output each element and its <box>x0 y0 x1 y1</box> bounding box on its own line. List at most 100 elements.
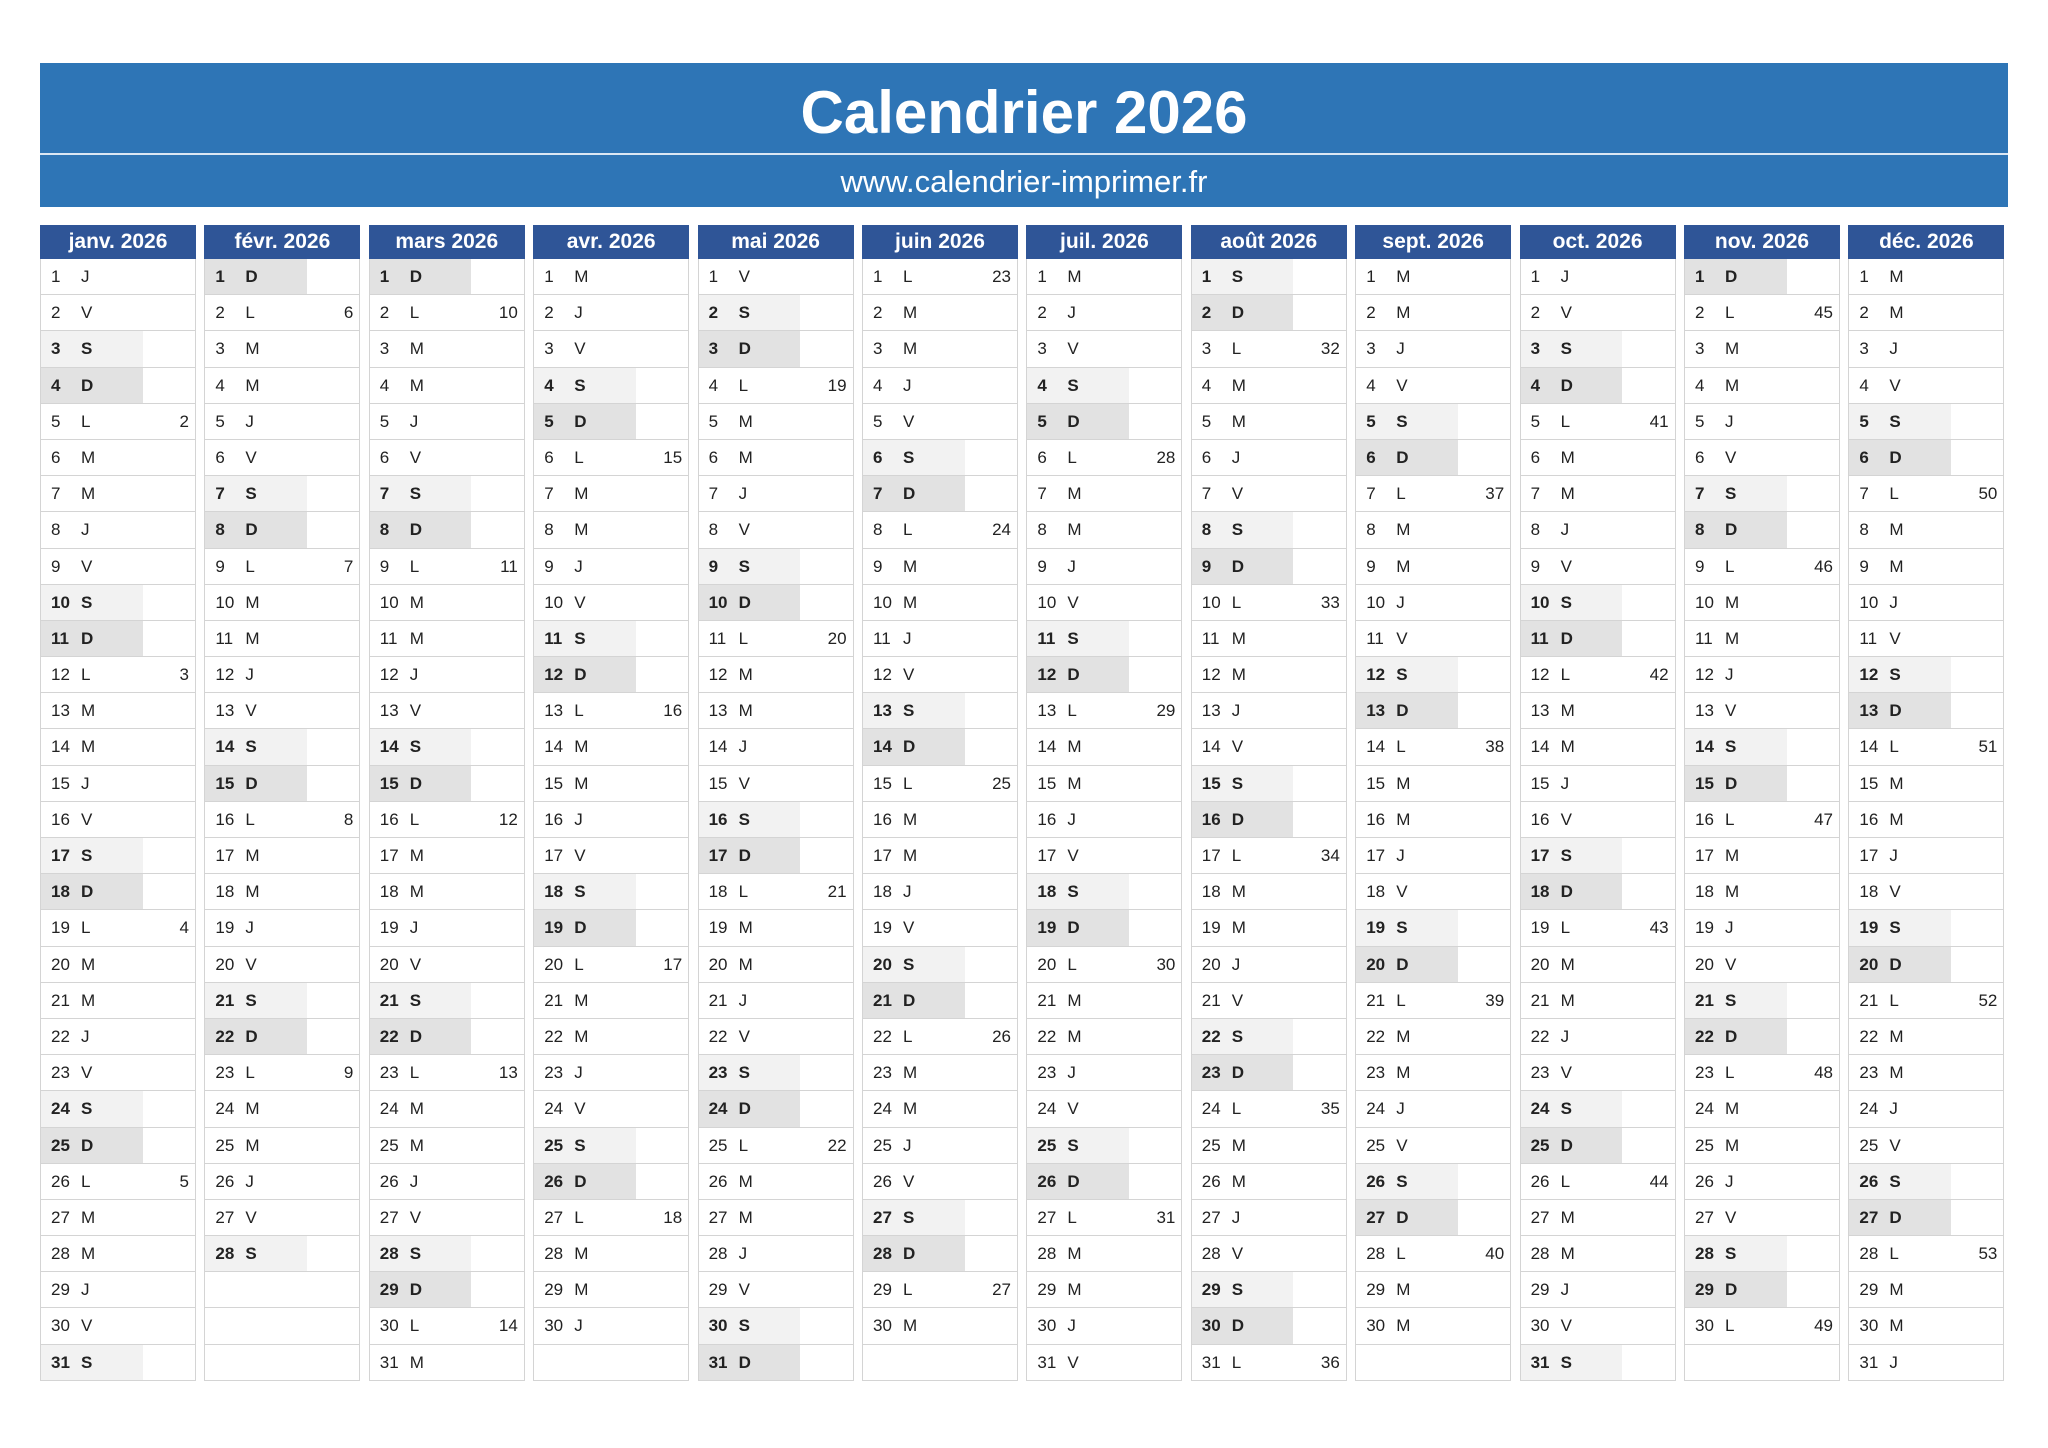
day-number: 24 <box>1695 1099 1714 1119</box>
day-number: 8 <box>873 520 883 540</box>
day-number: 10 <box>1859 592 1879 612</box>
day-number: 10 <box>1530 592 1550 612</box>
day-row: 25 V <box>1355 1127 1512 1164</box>
day-number: 20 <box>1201 954 1221 974</box>
day-row: 10 J <box>1355 584 1512 621</box>
weekday-letter: S <box>738 556 750 576</box>
month-header: juin 2026 <box>862 225 1018 259</box>
url: www.calendrier-imprimer.fr <box>840 164 1208 199</box>
weekday-letter: L <box>903 773 913 793</box>
day-number: 3 <box>215 339 225 359</box>
weekday-letter: D <box>903 990 916 1010</box>
day-number: 26 <box>1366 1171 1386 1191</box>
day-row: 13 D <box>1355 693 1512 730</box>
day-number: 13 <box>1859 701 1879 721</box>
day-number: 17 <box>544 846 564 865</box>
day-row: 11 L 20 <box>697 620 854 658</box>
weekday-letter: V <box>1560 556 1572 576</box>
day-number: 17 <box>1859 846 1879 865</box>
day-number: 26 <box>51 1171 70 1191</box>
day-number: 4 <box>379 375 390 395</box>
weekend-shade <box>369 1272 472 1308</box>
day-row: 17 M <box>368 838 525 875</box>
weekend-shade <box>698 584 801 620</box>
day-row: 20 D <box>1355 946 1512 983</box>
weekend-shade <box>1356 910 1458 946</box>
day-row: 25 S <box>1026 1127 1183 1164</box>
day-number: 19 <box>873 918 892 938</box>
day-number: 6 <box>1366 447 1376 467</box>
day-number: 30 <box>379 1316 399 1336</box>
day-row: 16 M <box>1355 801 1512 838</box>
title: Calendrier 2026 <box>800 79 1248 146</box>
weekday-letter: V <box>1889 1135 1901 1155</box>
weekday-letter: S <box>1889 1171 1901 1191</box>
day-number: 24 <box>1037 1099 1057 1119</box>
day-row: 17 M <box>862 838 1018 875</box>
day-number: 23 <box>1530 1063 1550 1083</box>
day-row: 21 S <box>204 982 361 1019</box>
day-row: 18 V <box>1355 874 1512 911</box>
weekday-letter: D <box>1396 954 1409 974</box>
day-number: 11 <box>51 628 69 648</box>
weekday-letter: M <box>1725 628 1740 648</box>
day-number: 9 <box>708 556 719 576</box>
weekday-letter: M <box>245 592 260 612</box>
weekday-letter: J <box>1067 1063 1076 1083</box>
day-number: 13 <box>51 701 70 721</box>
weekday-letter: M <box>738 447 753 467</box>
day-number: 9 <box>215 556 225 576</box>
day-number: 3 <box>1366 339 1376 359</box>
weekday-letter: M <box>1067 773 1082 793</box>
day-row: 21 M <box>533 982 690 1019</box>
day-number: 15 <box>1201 773 1221 793</box>
weekday-letter: M <box>738 411 753 431</box>
weekday-letter: M <box>1725 1099 1740 1119</box>
day-row: 30 J <box>533 1308 690 1345</box>
weekday-letter: S <box>574 1135 586 1155</box>
day-row: 28 L 40 <box>1355 1236 1512 1273</box>
weekday-letter: V <box>738 1026 750 1046</box>
weekday-letter: S <box>81 1352 93 1372</box>
day-number: 1 <box>708 267 719 286</box>
weekday-letter: L <box>738 628 749 648</box>
day-row: 18 J <box>862 874 1018 911</box>
weekday-letter: M <box>81 1244 96 1264</box>
weekend-shade <box>41 1127 143 1163</box>
weekday-letter: M <box>409 339 424 359</box>
day-number: 6 <box>708 447 719 467</box>
day-number: 14 <box>873 737 892 757</box>
day-number: 18 <box>1530 882 1550 902</box>
day-number: 16 <box>1530 809 1550 829</box>
day-row: 30 M <box>862 1308 1018 1345</box>
week-number: 39 <box>1485 990 1505 1010</box>
day-row: 21 S <box>368 982 525 1019</box>
weekday-letter: S <box>1725 737 1737 757</box>
weekday-letter: M <box>1231 375 1246 395</box>
day-row: 25 M <box>368 1127 525 1164</box>
week-number: 53 <box>1978 1244 1998 1264</box>
day-number: 25 <box>1037 1135 1057 1155</box>
day-number: 9 <box>379 556 390 576</box>
day-number: 23 <box>1695 1063 1714 1083</box>
day-number: 10 <box>1201 592 1221 612</box>
weekday-letter: V <box>1067 846 1079 865</box>
day-row: 21 S <box>1684 982 1840 1019</box>
day-row: 16 V <box>40 801 196 838</box>
day-number: 9 <box>1530 556 1541 576</box>
day-row: 16 J <box>533 801 690 838</box>
weekday-letter: S <box>1725 484 1737 504</box>
day-number: 17 <box>873 846 892 865</box>
day-number: 15 <box>1530 773 1550 793</box>
month-column: sept. 2026 1 M 2 M 3 J 4 V 5 S 6 D 7 L 37 8 M 9 M 10 J 11 V 12 S 1… <box>1355 225 1512 1381</box>
weekday-letter: L <box>409 303 420 323</box>
weekend-shade <box>1685 982 1787 1018</box>
day-number: 15 <box>215 773 235 793</box>
